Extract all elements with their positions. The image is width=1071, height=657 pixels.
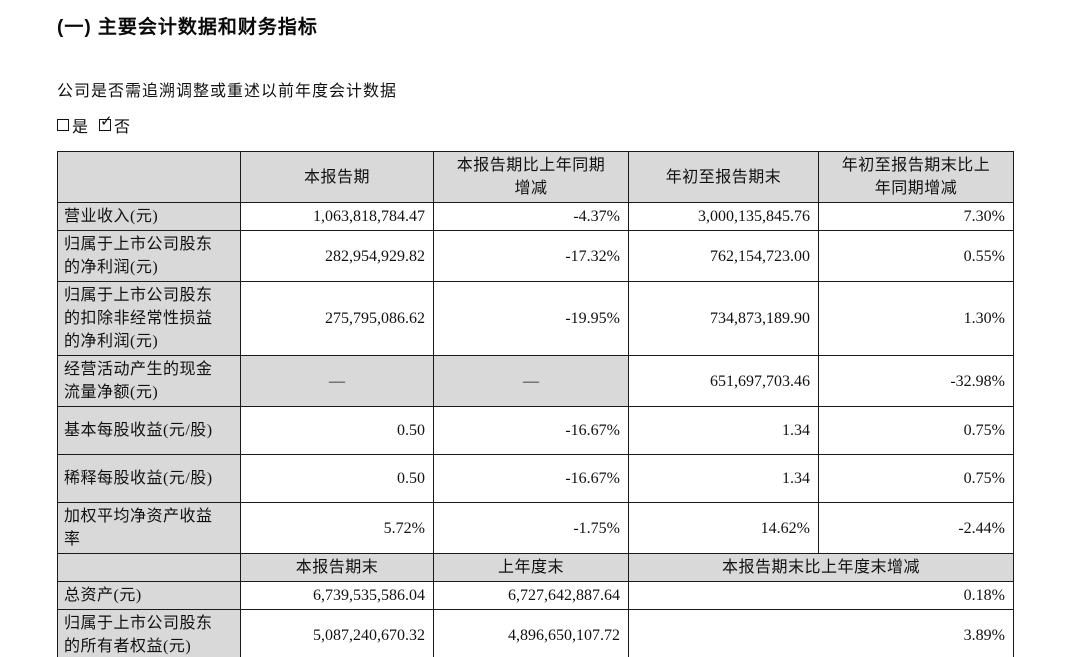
table-row: 归属于上市公司股东的净利润(元) 282,954,929.82 -17.32% … [57,230,1014,282]
section-title: (一) 主要会计数据和财务指标 [57,17,318,38]
value-cell: -32.98% [818,355,1014,407]
checkbox-no[interactable]: ✓ 否 [99,113,131,137]
header-cell-period-change: 本报告期比上年同期增减 [433,151,629,203]
table-row: 营业收入(元) 1,063,818,784.47 -4.37% 3,000,13… [57,202,1014,231]
header-row-period: 本报告期 本报告期比上年同期增减 年初至报告期末 年初至报告期末比上年同期增减 [57,151,1014,203]
value-cell: 0.75% [818,406,1014,455]
value-cell: 0.18% [628,581,1014,610]
value-cell: -1.75% [433,502,629,554]
value-cell-na: — [240,355,434,407]
row-label-cell: 归属于上市公司股东的所有者权益(元) [57,609,241,657]
check-icon: ✓ [100,112,114,130]
header-cell-ytd: 年初至报告期末 [628,151,819,203]
value-cell: 1.34 [628,406,819,455]
checkbox-yes-label: 是 [72,119,90,136]
table-row: 归属于上市公司股东的扣除非经常性损益的净利润(元) 275,795,086.62… [57,281,1014,356]
value-cell: -19.95% [433,281,629,356]
value-cell: 275,795,086.62 [240,281,434,356]
value-cell: 6,739,535,586.04 [240,581,434,610]
value-cell: 282,954,929.82 [240,230,434,282]
value-cell: -17.32% [433,230,629,282]
value-cell-na: — [433,355,629,407]
row-label-cell: 归属于上市公司股东的扣除非经常性损益的净利润(元) [57,281,241,356]
financial-indicators-table: 本报告期 本报告期比上年同期增减 年初至报告期末 年初至报告期末比上年同期增减 … [57,151,1014,657]
header-cell-current-period: 本报告期 [240,151,434,203]
value-cell: -16.67% [433,454,629,503]
header-cell-period-end: 本报告期末 [240,553,434,582]
row-label-cell: 营业收入(元) [57,202,241,231]
value-cell: 1,063,818,784.47 [240,202,434,231]
row-label-cell: 加权平均净资产收益率 [57,502,241,554]
checkbox-no-box[interactable]: ✓ [99,114,113,131]
header-cell-empty [57,151,241,203]
value-cell: 6,727,642,887.64 [433,581,629,610]
value-cell: -16.67% [433,406,629,455]
value-cell: 14.62% [628,502,819,554]
row-label-cell: 经营活动产生的现金流量净额(元) [57,355,241,407]
table-row: 稀释每股收益(元/股) 0.50 -16.67% 1.34 0.75% [57,454,1014,503]
header-cell-ytd-change: 年初至报告期末比上年同期增减 [818,151,1014,203]
table-row: 基本每股收益(元/股) 0.50 -16.67% 1.34 0.75% [57,406,1014,455]
value-cell: -4.37% [433,202,629,231]
table-row: 加权平均净资产收益率 5.72% -1.75% 14.62% -2.44% [57,502,1014,554]
restatement-question: 公司是否需追溯调整或重述以前年度会计数据 [57,83,398,100]
table-row: 总资产(元) 6,739,535,586.04 6,727,642,887.64… [57,581,1014,610]
value-cell: 0.75% [818,454,1014,503]
value-cell: 0.55% [818,230,1014,282]
checkbox-yes-box[interactable] [57,119,69,131]
value-cell: 3.89% [628,609,1014,657]
value-cell: 5,087,240,670.32 [240,609,434,657]
value-cell: 4,896,650,107.72 [433,609,629,657]
value-cell: 734,873,189.90 [628,281,819,356]
checkbox-yes[interactable]: 是 [57,113,89,137]
value-cell: 1.30% [818,281,1014,356]
value-cell: 3,000,135,845.76 [628,202,819,231]
value-cell: 651,697,703.46 [628,355,819,407]
value-cell: 7.30% [818,202,1014,231]
row-label-cell: 基本每股收益(元/股) [57,406,241,455]
value-cell: -2.44% [818,502,1014,554]
row-label-cell: 总资产(元) [57,581,241,610]
header-cell-prev-year-end: 上年度末 [433,553,629,582]
value-cell: 0.50 [240,454,434,503]
checkbox-no-label: 否 [114,119,132,136]
value-cell: 1.34 [628,454,819,503]
value-cell: 762,154,723.00 [628,230,819,282]
table-row: 归属于上市公司股东的所有者权益(元) 5,087,240,670.32 4,89… [57,609,1014,657]
row-label-cell: 稀释每股收益(元/股) [57,454,241,503]
restatement-answer: 是 ✓ 否 [57,113,1071,137]
header-cell-period-end-change: 本报告期末比上年度末增减 [628,553,1014,582]
value-cell: 5.72% [240,502,434,554]
table-row: 经营活动产生的现金流量净额(元) — — 651,697,703.46 -32.… [57,355,1014,407]
value-cell: 0.50 [240,406,434,455]
header-row-period-end: 本报告期末 上年度末 本报告期末比上年度末增减 [57,553,1014,582]
header-cell-empty [57,553,241,582]
row-label-cell: 归属于上市公司股东的净利润(元) [57,230,241,282]
